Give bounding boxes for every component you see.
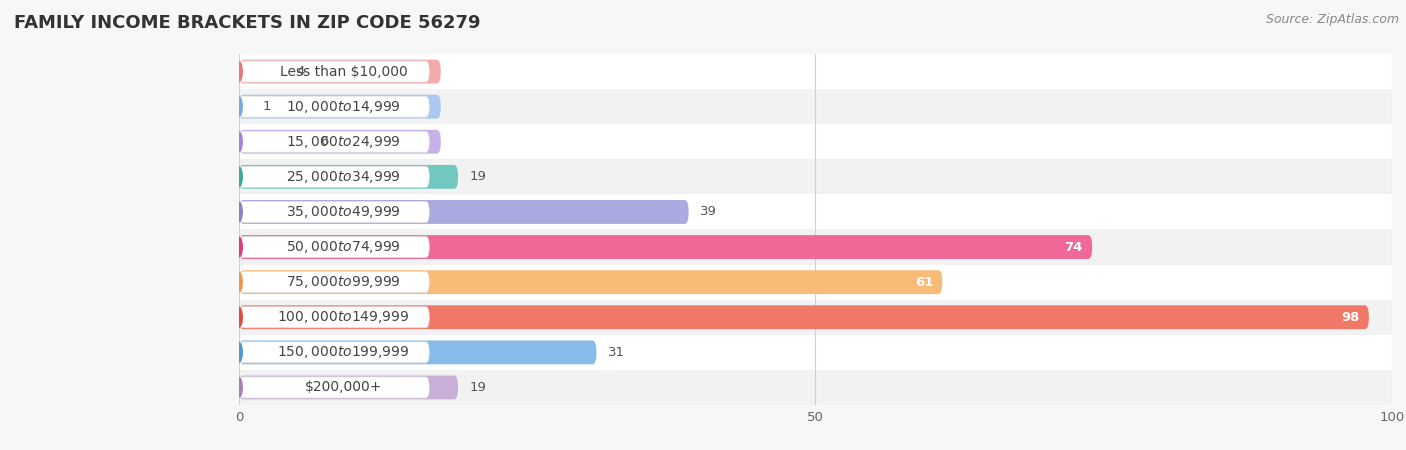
- Bar: [239, 335, 1392, 370]
- Text: Less than $10,000: Less than $10,000: [280, 64, 408, 79]
- Text: $75,000 to $99,999: $75,000 to $99,999: [287, 274, 401, 290]
- FancyBboxPatch shape: [239, 375, 458, 400]
- Text: Source: ZipAtlas.com: Source: ZipAtlas.com: [1265, 14, 1399, 27]
- FancyBboxPatch shape: [239, 270, 942, 294]
- FancyBboxPatch shape: [239, 94, 441, 119]
- Text: 98: 98: [1341, 311, 1360, 324]
- Text: 4: 4: [297, 65, 305, 78]
- FancyBboxPatch shape: [239, 59, 441, 84]
- FancyBboxPatch shape: [239, 166, 429, 187]
- Text: $25,000 to $34,999: $25,000 to $34,999: [287, 169, 401, 185]
- FancyBboxPatch shape: [239, 200, 689, 224]
- Bar: [239, 370, 1392, 405]
- FancyBboxPatch shape: [239, 307, 429, 328]
- FancyBboxPatch shape: [239, 237, 429, 257]
- FancyBboxPatch shape: [239, 202, 429, 222]
- Circle shape: [236, 378, 242, 397]
- FancyBboxPatch shape: [239, 131, 429, 152]
- FancyBboxPatch shape: [239, 235, 1092, 259]
- Circle shape: [236, 272, 242, 292]
- Bar: [239, 194, 1392, 230]
- Bar: [239, 89, 1392, 124]
- Bar: [239, 230, 1392, 265]
- FancyBboxPatch shape: [239, 340, 596, 364]
- FancyBboxPatch shape: [239, 165, 458, 189]
- FancyBboxPatch shape: [239, 272, 429, 292]
- FancyBboxPatch shape: [239, 305, 1369, 329]
- Circle shape: [236, 237, 242, 257]
- Text: 6: 6: [319, 135, 328, 148]
- Text: $100,000 to $149,999: $100,000 to $149,999: [277, 309, 411, 325]
- Circle shape: [236, 307, 242, 327]
- Text: 19: 19: [470, 381, 486, 394]
- Text: 1: 1: [262, 100, 270, 113]
- Text: $35,000 to $49,999: $35,000 to $49,999: [287, 204, 401, 220]
- Text: $150,000 to $199,999: $150,000 to $199,999: [277, 344, 411, 360]
- Text: $15,000 to $24,999: $15,000 to $24,999: [287, 134, 401, 150]
- FancyBboxPatch shape: [239, 96, 429, 117]
- FancyBboxPatch shape: [239, 342, 429, 363]
- Circle shape: [236, 202, 242, 222]
- Circle shape: [236, 167, 242, 187]
- Circle shape: [236, 97, 242, 117]
- Bar: [239, 300, 1392, 335]
- Text: 31: 31: [607, 346, 624, 359]
- Circle shape: [236, 342, 242, 362]
- Text: $200,000+: $200,000+: [305, 380, 382, 395]
- FancyBboxPatch shape: [239, 61, 429, 82]
- Text: $10,000 to $14,999: $10,000 to $14,999: [287, 99, 401, 115]
- Bar: [239, 124, 1392, 159]
- Text: 61: 61: [915, 276, 934, 288]
- Bar: [239, 54, 1392, 89]
- FancyBboxPatch shape: [239, 377, 429, 398]
- Bar: [239, 159, 1392, 194]
- FancyBboxPatch shape: [239, 130, 441, 154]
- Text: FAMILY INCOME BRACKETS IN ZIP CODE 56279: FAMILY INCOME BRACKETS IN ZIP CODE 56279: [14, 14, 481, 32]
- Text: 19: 19: [470, 171, 486, 183]
- Circle shape: [236, 62, 242, 81]
- Circle shape: [236, 132, 242, 152]
- Text: 39: 39: [700, 206, 717, 218]
- Text: 74: 74: [1064, 241, 1083, 253]
- Text: $50,000 to $74,999: $50,000 to $74,999: [287, 239, 401, 255]
- Bar: [239, 265, 1392, 300]
